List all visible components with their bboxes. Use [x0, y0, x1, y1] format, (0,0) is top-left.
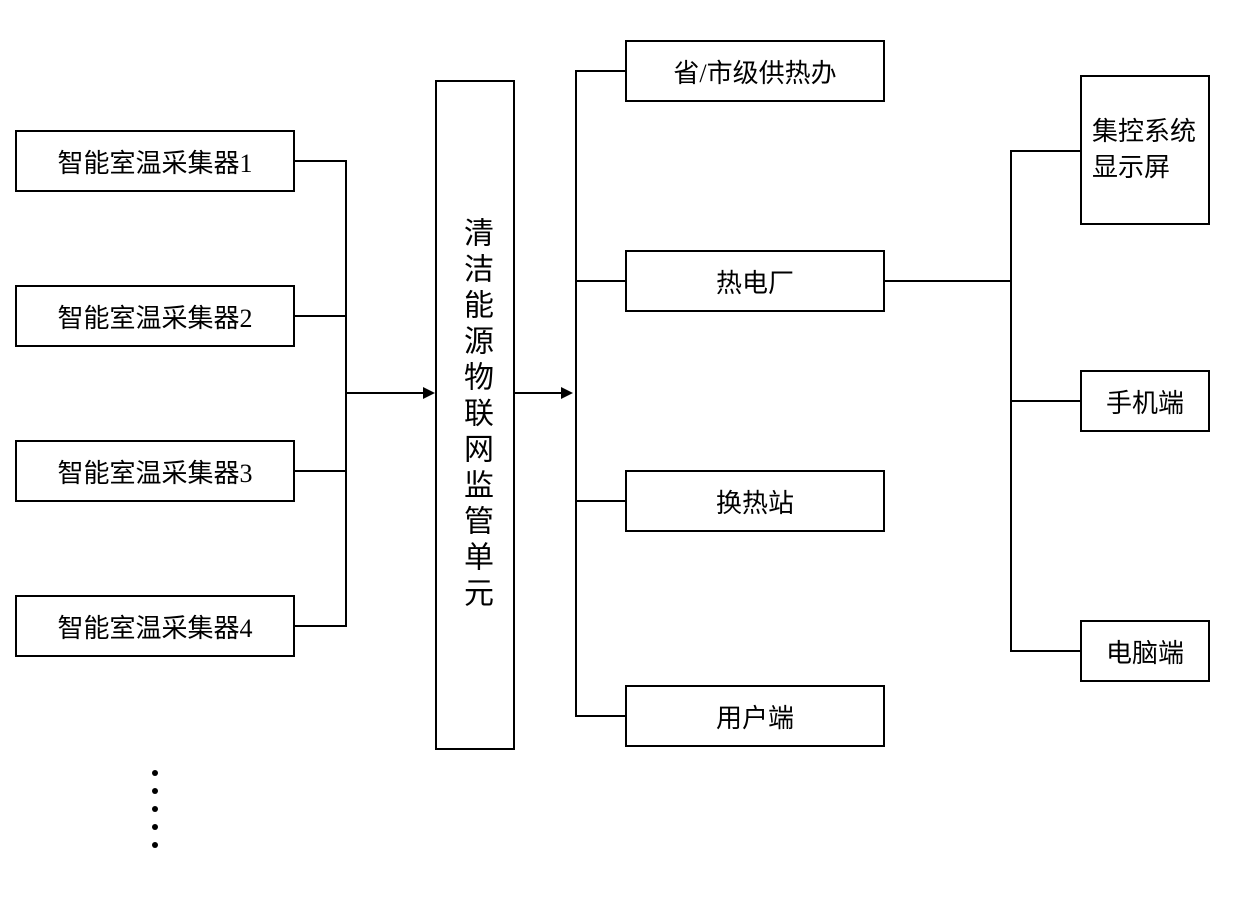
right-label-1: 集控系统显示屏: [1086, 114, 1204, 187]
dot: [152, 770, 158, 776]
middle-label-1: 省/市级供热办: [673, 53, 836, 90]
connector-line: [1010, 150, 1080, 152]
arrow-right-icon: [423, 387, 435, 399]
collector-box-4: 智能室温采集器4: [15, 595, 295, 657]
connector-line: [885, 280, 1012, 282]
dot: [152, 824, 158, 830]
middle-label-4: 用户端: [716, 698, 794, 735]
right-node-1: 集控系统显示屏: [1080, 75, 1210, 225]
collector-label-4: 智能室温采集器4: [57, 608, 252, 645]
connector-line: [295, 315, 345, 317]
collector-label-1: 智能室温采集器1: [57, 143, 252, 180]
connector-line: [1010, 400, 1080, 402]
middle-label-2: 热电厂: [716, 263, 794, 300]
connector-line: [575, 500, 625, 502]
connector-line: [295, 625, 345, 627]
middle-node-2: 热电厂: [625, 250, 885, 312]
collector-box-2: 智能室温采集器2: [15, 285, 295, 347]
connector-line: [575, 70, 625, 72]
middle-node-3: 换热站: [625, 470, 885, 532]
collector-box-1: 智能室温采集器1: [15, 130, 295, 192]
connector-line: [345, 392, 425, 394]
arrow-right-icon: [561, 387, 573, 399]
connector-line: [575, 715, 625, 717]
connector-line: [1010, 650, 1080, 652]
right-node-3: 电脑端: [1080, 620, 1210, 682]
hub-label: 清洁能源物联网监管单元: [453, 217, 497, 613]
ellipsis-dots: [152, 770, 158, 848]
middle-node-1: 省/市级供热办: [625, 40, 885, 102]
collector-label-3: 智能室温采集器3: [57, 453, 252, 490]
middle-node-4: 用户端: [625, 685, 885, 747]
connector-line: [515, 392, 563, 394]
middle-label-3: 换热站: [716, 483, 794, 520]
right-label-3: 电脑端: [1106, 633, 1184, 670]
right-label-2: 手机端: [1106, 383, 1184, 420]
connector-line: [295, 160, 345, 162]
dot: [152, 806, 158, 812]
connector-line: [1010, 280, 1012, 282]
collector-box-3: 智能室温采集器3: [15, 440, 295, 502]
hub-box: 清洁能源物联网监管单元: [435, 80, 515, 750]
dot: [152, 788, 158, 794]
connector-line: [575, 280, 625, 282]
connector-bus: [575, 70, 577, 717]
dot: [152, 842, 158, 848]
right-node-2: 手机端: [1080, 370, 1210, 432]
collector-label-2: 智能室温采集器2: [57, 298, 252, 335]
connector-line: [295, 470, 345, 472]
